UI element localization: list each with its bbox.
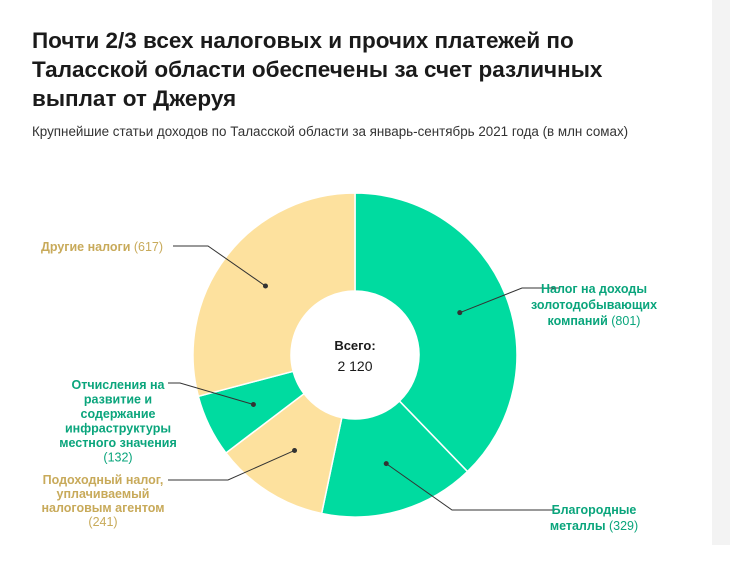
leader-line-2 [385,463,555,511]
leader-lines [168,245,560,511]
slice-value-2: (329) [606,519,639,533]
page-bottom [0,545,730,566]
chart-subtitle: Крупнейшие статьи доходов по Таласской о… [32,124,629,139]
slice-value-4: (132) [103,451,132,465]
leader-dot-2 [383,461,389,467]
leader-line-3 [168,450,295,481]
slice-value-5: (617) [130,240,163,254]
slice-label-4: Отчисления на развитие и содержание инфраст… [59,378,177,465]
slice-labels: Налог на доходы золотодобывающих компаний … [41,240,657,533]
scrollbar-track[interactable] [712,0,730,545]
leader-dot-3 [292,447,298,453]
slice-value-3: (241) [88,515,117,529]
donut-hole [291,291,419,419]
leader-dot-1 [457,310,463,316]
center-total-value: 2 120 [337,358,372,374]
chart-title: Почти 2/3 всех налоговых и прочих платеж… [32,28,603,111]
leader-dot-5 [262,283,268,289]
slice-label-1: Налог на доходы золотодобывающих компаний … [531,282,657,328]
slice-label-5: Другие налоги (617) [41,240,163,254]
leader-line-1 [459,287,560,314]
leader-line-4 [168,382,254,405]
donut-slices [192,192,518,518]
leader-dot-4 [250,402,256,408]
leader-line-5 [173,245,266,287]
slice-value-1: (801) [608,314,641,328]
slice-label-2: Благородные металлы (329) [550,503,638,533]
slice-label-3: Подоходный налог, уплачиваемый налоговым а… [41,473,164,529]
center-total-label: Всего: [334,338,375,353]
